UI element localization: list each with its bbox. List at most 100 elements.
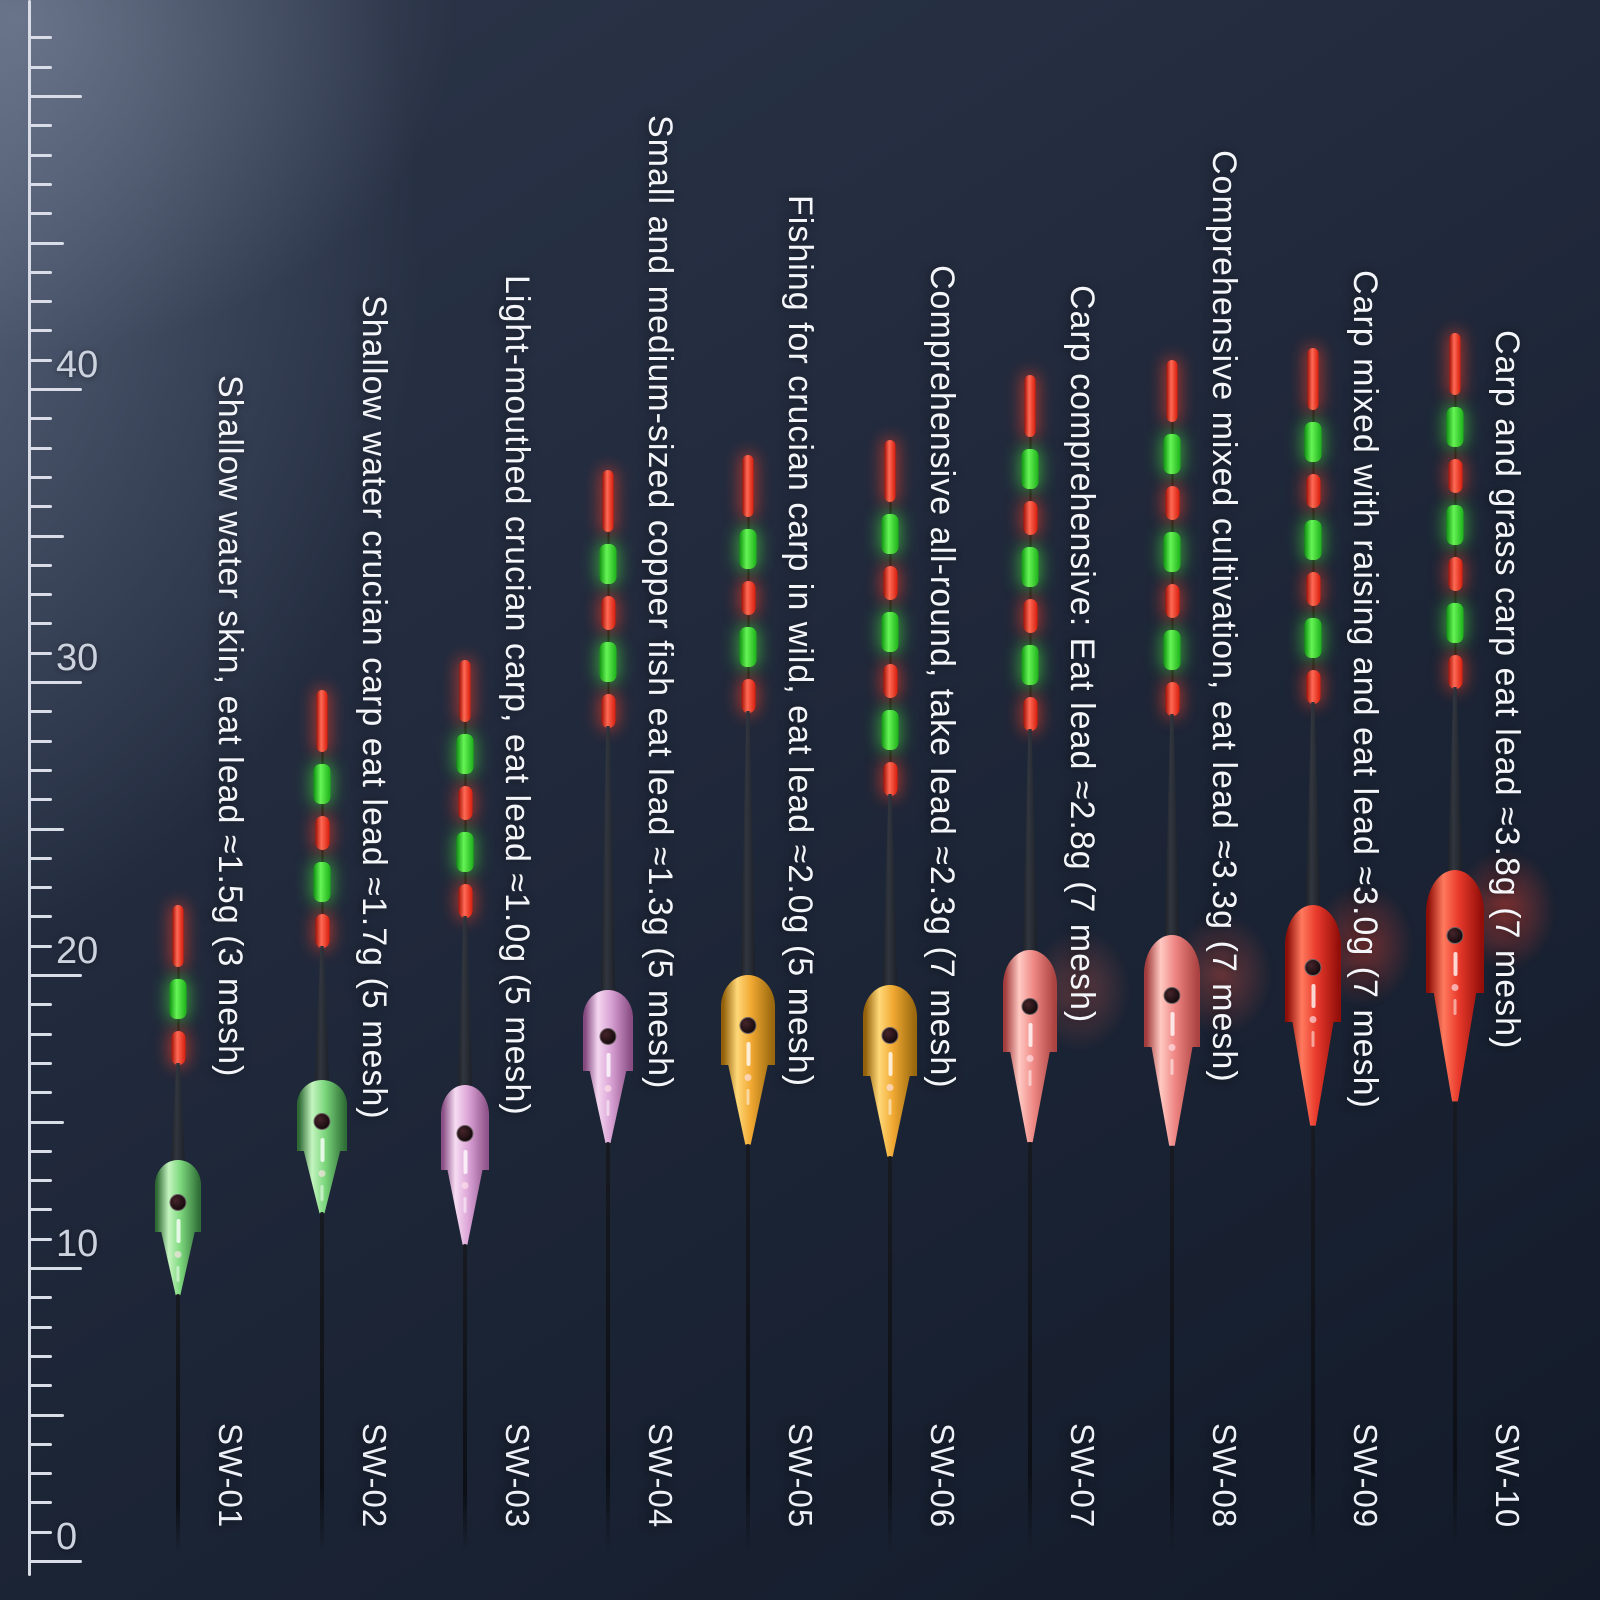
- antenna-segment-red: [1165, 682, 1179, 716]
- float-lower-stem: [320, 1212, 324, 1553]
- ruler-major-tick: [30, 1560, 82, 1563]
- brand-text-mark: [463, 1196, 467, 1213]
- antenna-segment-green: [599, 642, 617, 682]
- ruler-minor-tick: [30, 651, 52, 655]
- float-body: [155, 1160, 201, 1300]
- antenna-segment-red: [315, 816, 329, 850]
- float-lower-stem: [746, 1144, 750, 1553]
- float-body-mid: [1285, 944, 1341, 1023]
- ruler-number: 40: [56, 344, 99, 386]
- brand-text-mark: [1311, 1031, 1315, 1048]
- ruler-minor-tick: [30, 1530, 52, 1534]
- antenna-segment-green: [1446, 505, 1464, 545]
- ruler-minor-tick: [30, 329, 52, 333]
- brand-dot-mark: [886, 1084, 894, 1092]
- ruler-medium-tick: [30, 827, 64, 831]
- ruler-minor-tick: [30, 270, 52, 274]
- antenna-segment-red: [1306, 670, 1320, 704]
- antenna-segment-red: [315, 914, 329, 948]
- antenna-segment-red: [741, 581, 755, 615]
- antenna-segment-red: [1023, 697, 1037, 731]
- antenna-segment-red: [458, 786, 472, 820]
- antenna-segment-red: [171, 1031, 185, 1065]
- antenna-segment-green: [1304, 618, 1322, 658]
- brand-dot-mark: [1309, 1016, 1317, 1024]
- brand-dot-mark: [461, 1181, 469, 1189]
- float-lower-stem: [176, 1294, 180, 1553]
- antenna-segment-green: [1163, 630, 1181, 670]
- brand-text-mark: [320, 1185, 324, 1202]
- brand-text-mark: [606, 1099, 610, 1116]
- antenna-segment-red: [741, 679, 755, 713]
- antenna-segment-red: [1023, 501, 1037, 535]
- brand-logo: [456, 1124, 474, 1213]
- brand-text-mark: [1453, 952, 1457, 977]
- model-label: SW-09: [1347, 1423, 1384, 1529]
- brand-text-mark: [1028, 1022, 1032, 1047]
- antenna-segment-red: [1165, 486, 1179, 520]
- brand-dot-mark: [1451, 984, 1459, 992]
- antenna-segment-green: [881, 514, 899, 554]
- ruler-minor-tick: [30, 1354, 52, 1358]
- float-body: [441, 1085, 489, 1250]
- ruler-major-tick: [30, 388, 82, 391]
- float-antenna: [881, 440, 899, 796]
- model-label: SW-05: [782, 1423, 819, 1529]
- float-lower-stem: [463, 1244, 467, 1553]
- float-body-cap: [863, 985, 917, 1017]
- brand-logo-mark: [739, 1017, 757, 1034]
- brand-dot-mark: [1026, 1054, 1034, 1062]
- antenna-segment-green: [1304, 422, 1322, 462]
- ruler-minor-tick: [30, 1384, 52, 1388]
- float-neck: [600, 726, 616, 998]
- ruler-minor-tick: [30, 1179, 52, 1183]
- ruler-minor-tick: [30, 36, 52, 40]
- ruler-minor-tick: [30, 65, 52, 69]
- antenna-segment-green: [739, 529, 757, 569]
- ruler-line: [28, 0, 31, 1576]
- float-lower-stem: [606, 1142, 610, 1553]
- brand-logo-mark: [456, 1124, 474, 1142]
- float-body-cap: [1285, 905, 1341, 946]
- float-lower-stem: [1028, 1142, 1032, 1553]
- antenna-segment-green: [1304, 520, 1322, 560]
- ruler-minor-tick: [30, 475, 52, 479]
- float-body-cap: [721, 975, 775, 1007]
- antenna-segment-green: [313, 764, 331, 804]
- float-body-cap: [1003, 950, 1057, 986]
- float-description: Carp mixed with raising and eat lead ≈3.…: [1346, 270, 1384, 1109]
- float-description: Carp and grass carp eat lead ≈3.8g (7 me…: [1488, 330, 1526, 1050]
- float-description: Shallow water skin, eat lead ≈1.5g (3 me…: [211, 375, 249, 1078]
- antenna-segment-green: [1446, 603, 1464, 643]
- antenna-segment-red: [1306, 474, 1320, 508]
- antenna-segment-green: [169, 979, 187, 1019]
- antenna-segment-green: [739, 627, 757, 667]
- antenna-segment-red: [1448, 655, 1462, 689]
- float-description: Comprehensive mixed cultivation, eat lea…: [1205, 150, 1243, 1083]
- antenna-segment-green: [599, 544, 617, 584]
- ruler-minor-tick: [30, 739, 52, 743]
- model-label: SW-04: [642, 1423, 679, 1529]
- brand-text-mark: [888, 1052, 892, 1077]
- float-antenna: [1446, 333, 1464, 689]
- ruler-medium-tick: [30, 1120, 64, 1124]
- model-label: SW-10: [1489, 1423, 1526, 1529]
- ruler-minor-tick: [30, 915, 52, 919]
- antenna-segment-red: [1307, 348, 1319, 410]
- ruler-major-tick: [30, 681, 82, 684]
- float-antenna: [169, 905, 187, 1065]
- float-body-cap: [1426, 870, 1484, 913]
- float-body: [1285, 905, 1341, 1132]
- brand-logo: [1446, 927, 1464, 1016]
- float-body-cap: [441, 1085, 489, 1115]
- antenna-segment-red: [458, 884, 472, 918]
- model-label: SW-02: [356, 1423, 393, 1529]
- brand-logo: [1021, 997, 1039, 1086]
- antenna-segment-red: [459, 660, 471, 722]
- antenna-segment-red: [1023, 599, 1037, 633]
- ruler-minor-tick: [30, 153, 52, 157]
- ruler-minor-tick: [30, 622, 52, 626]
- float-antenna: [599, 470, 617, 728]
- float-antenna: [313, 690, 331, 948]
- float-body-cap: [297, 1080, 347, 1105]
